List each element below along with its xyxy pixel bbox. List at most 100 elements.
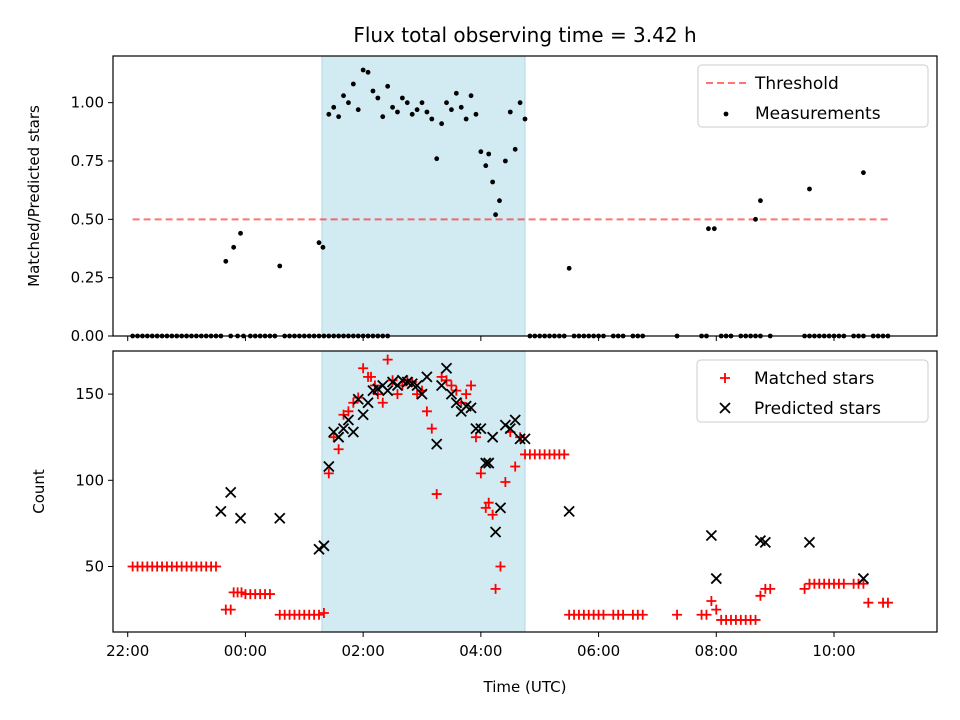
measurement-point	[566, 265, 572, 271]
predicted-stars-point	[494, 502, 507, 514]
measurement-point	[238, 230, 243, 236]
predicted-stars-point	[274, 512, 286, 524]
predicted-stars-point	[465, 402, 477, 414]
x-tick-label: 04:00	[459, 642, 502, 660]
matched-stars-point	[211, 561, 221, 572]
matched-stars-point	[323, 468, 334, 479]
predicted-stars-point	[332, 431, 345, 443]
measurement-point	[360, 67, 366, 73]
matched-stars-point	[838, 578, 849, 589]
predicted-stars-point	[234, 512, 247, 524]
matched-stars-point	[765, 583, 776, 594]
matched-stars-point	[387, 375, 398, 386]
x-tick-label: 08:00	[695, 642, 738, 660]
predicted-stars-point	[382, 385, 394, 397]
measurement-point	[365, 69, 371, 75]
matched-stars-point	[328, 432, 339, 443]
predicted-stars-point	[504, 422, 516, 435]
matched-stars-point	[711, 604, 722, 615]
y-axis-label: Count	[30, 469, 48, 514]
matched-stars-point	[348, 397, 359, 408]
predicted-stars-point	[519, 433, 531, 445]
predicted-stars-point	[431, 438, 443, 450]
matched-stars-point	[598, 609, 609, 620]
measurement-point	[409, 111, 415, 117]
matched-stars-point	[451, 385, 462, 396]
matched-stars-point	[264, 589, 275, 600]
measurement-point	[424, 109, 430, 115]
predicted-stars-point	[357, 409, 369, 421]
measurement-point	[375, 95, 381, 101]
measurement-point	[493, 212, 498, 218]
matched-stars-point	[397, 380, 408, 391]
legend-measurement-handle	[723, 111, 729, 117]
predicted-stars-point	[486, 431, 499, 443]
matched-stars-point	[365, 371, 376, 382]
y-tick-label: 0.50	[71, 210, 104, 228]
matched-stars-point	[701, 609, 712, 620]
matched-stars-point	[618, 609, 629, 620]
measurement-point	[483, 163, 489, 169]
legend-box	[697, 64, 929, 128]
matched-stars-point	[314, 609, 324, 620]
predicted-stars-point	[372, 383, 384, 395]
predicted-stars-point	[411, 379, 423, 392]
measurement-point	[390, 104, 395, 110]
measurement-point	[861, 170, 866, 176]
matched-stars-point	[487, 509, 498, 520]
predicted-stars-point	[563, 505, 575, 517]
matched-stars-point	[475, 468, 486, 479]
matched-stars-point	[480, 502, 491, 513]
predicted-stars-point	[489, 526, 502, 538]
predicted-stars-point	[416, 388, 428, 400]
matched-stars-point	[446, 380, 457, 391]
predicted-stars-point	[483, 457, 495, 469]
legend-label: Predicted stars	[754, 399, 881, 419]
measurement-point	[753, 216, 758, 222]
matched-stars-point	[882, 597, 893, 608]
predicted-stars-point	[514, 433, 526, 445]
predicted-stars-point	[480, 457, 492, 469]
measurement-point	[341, 93, 346, 99]
axes-frame	[112, 55, 938, 337]
matched-stars-point	[456, 397, 467, 408]
measurement-point	[336, 114, 342, 120]
matched-stars-point	[377, 397, 388, 408]
matched-stars-point	[510, 461, 521, 472]
matched-stars-point	[382, 354, 393, 365]
measurement-point	[434, 156, 440, 162]
measurement-point	[758, 198, 763, 204]
measurement-point	[478, 149, 484, 155]
x-tick-label: 02:00	[342, 642, 385, 660]
measurement-point	[512, 146, 518, 152]
measurement-point	[326, 111, 332, 117]
measurement-point	[346, 100, 351, 106]
legend-label: Matched stars	[754, 369, 874, 389]
predicted-stars-point	[342, 414, 355, 426]
matched-stars-point	[421, 406, 432, 417]
matched-stars-point	[372, 389, 383, 400]
measurement-point	[399, 95, 405, 101]
matched-stars-point	[706, 595, 717, 606]
legend-label: Measurements	[755, 104, 881, 124]
legend-box	[696, 359, 929, 423]
predicted-stars-point	[386, 376, 399, 388]
matched-stars-point	[358, 363, 369, 374]
y-tick-label: 0.75	[71, 152, 104, 170]
predicted-stars-point	[225, 486, 237, 498]
matched-stars-point	[755, 590, 766, 601]
y-tick-label: 50	[85, 557, 104, 575]
predicted-stars-point	[215, 505, 227, 517]
matched-stars-point	[470, 432, 481, 443]
predicted-stars-point	[857, 572, 870, 585]
measurement-point	[395, 109, 400, 115]
measurement-point	[517, 100, 523, 106]
x-tick-label: 06:00	[577, 642, 620, 660]
measurement-point	[711, 226, 717, 232]
predicted-stars-point	[362, 397, 374, 409]
matched-stars-point	[858, 578, 869, 589]
legend-matched-handle	[720, 373, 730, 383]
count-panel: 50 100 150 22:00 00:00 02:00 04:00 06:00 08:00 10…	[30, 350, 938, 660]
measurement-point	[502, 158, 508, 164]
measurement-point	[486, 151, 492, 157]
